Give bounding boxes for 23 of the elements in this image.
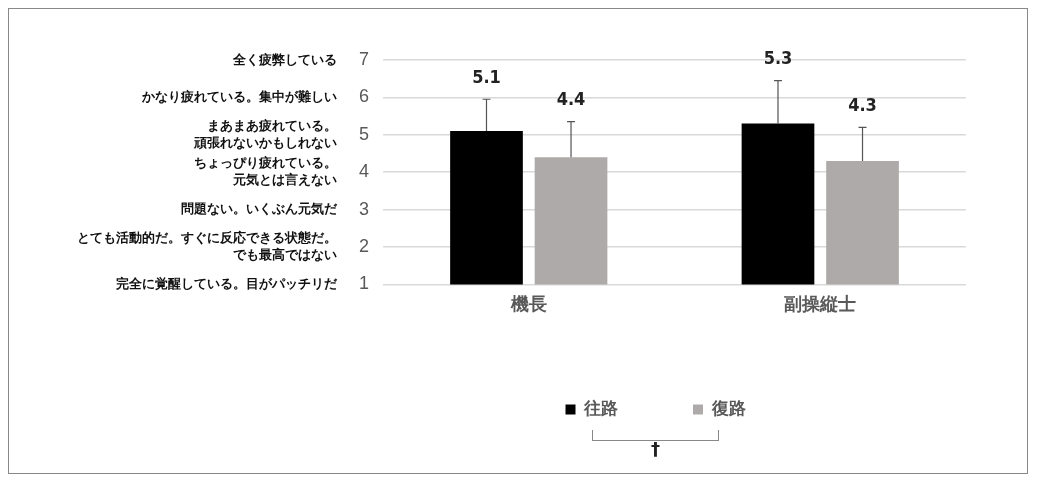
text: かなり疲れている。集中が難しい [141,88,337,104]
data-label: 5.3 [763,47,793,69]
text: まあまあ疲れている。頑張れないかもしれない [193,117,337,150]
data-label: 4.3 [848,93,877,115]
y-tick-label: 1 [359,273,370,294]
text: † [651,438,660,459]
text: 問題ない。いくぶん元気だ [181,201,338,217]
legend-label: 往路 [583,399,618,419]
y-tick-label: 2 [359,235,370,256]
legend-label: 復路 [710,399,746,419]
text: とても活動的だ。すぐに反応できる状態だ。でも最高ではない [77,230,337,263]
text: 全く疲弊している [232,51,337,67]
x-tick-label: 機長 [509,294,547,315]
y-tick-label: 6 [359,86,370,107]
text: 完全に覚醒している。目がパッチリだ [116,275,338,291]
y-tick-label: 5 [359,123,370,144]
y-tick-label: 4 [359,161,370,182]
x-tick-label: 副操縦士 [784,294,857,315]
y-tick-label: 7 [359,48,370,69]
y-tick-label: 3 [359,198,370,219]
text: ちょっぴり疲れている。元気とは言えない [194,155,337,188]
data-label: 4.4 [556,88,586,110]
data-label: 5.1 [472,65,501,87]
